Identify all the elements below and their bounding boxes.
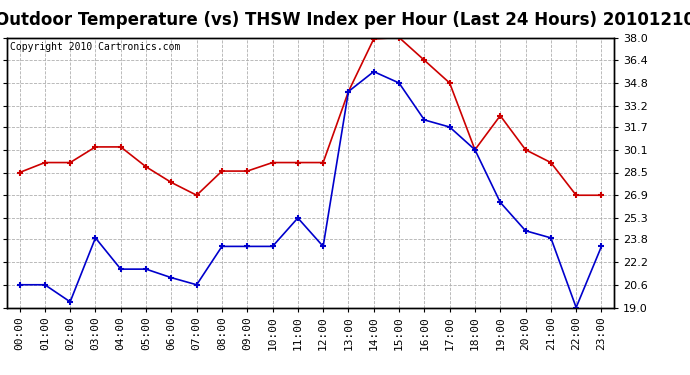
Text: Copyright 2010 Cartronics.com: Copyright 2010 Cartronics.com xyxy=(10,42,180,51)
Text: Outdoor Temperature (vs) THSW Index per Hour (Last 24 Hours) 20101210: Outdoor Temperature (vs) THSW Index per … xyxy=(0,11,690,29)
